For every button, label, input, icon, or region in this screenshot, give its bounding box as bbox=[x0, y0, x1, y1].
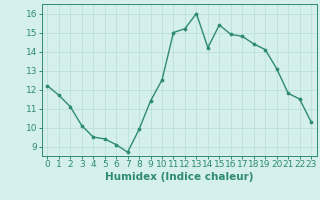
X-axis label: Humidex (Indice chaleur): Humidex (Indice chaleur) bbox=[105, 172, 253, 182]
